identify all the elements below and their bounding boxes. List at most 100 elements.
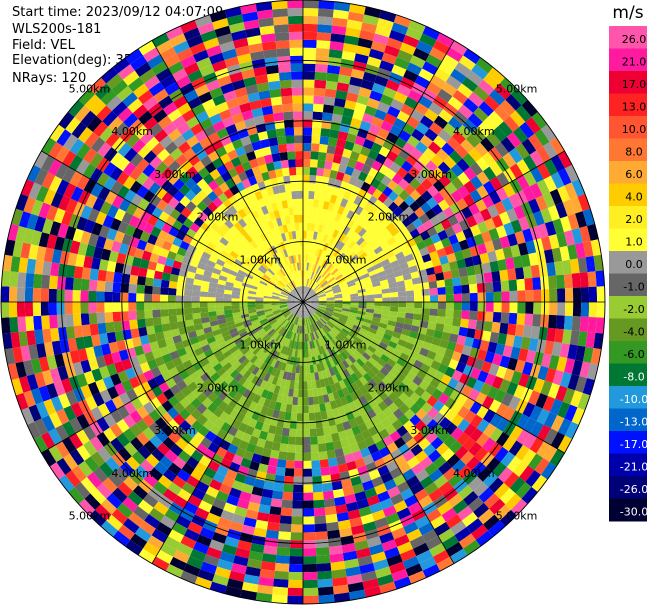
velocity-bin (337, 205, 346, 215)
velocity-bin (345, 276, 354, 283)
velocity-bin (457, 124, 472, 140)
velocity-bin (350, 117, 362, 129)
velocity-bin (410, 109, 425, 123)
velocity-bin (415, 195, 427, 207)
velocity-bin (580, 302, 590, 317)
velocity-bin (496, 172, 510, 187)
velocity-bin (399, 333, 409, 342)
velocity-bin (506, 131, 522, 148)
velocity-bin (382, 333, 393, 341)
velocity-bin (331, 314, 340, 321)
velocity-bin (519, 465, 535, 483)
velocity-bin (303, 206, 308, 215)
velocity-bin (458, 104, 474, 119)
velocity-bin (310, 300, 319, 302)
velocity-bin (463, 98, 479, 114)
velocity-bin (325, 209, 333, 219)
velocity-bin (357, 128, 369, 139)
velocity-bin (356, 333, 365, 341)
velocity-bin (331, 256, 339, 265)
velocity-bin (442, 54, 459, 69)
velocity-bin (515, 482, 532, 499)
velocity-bin (479, 340, 490, 352)
velocity-bin (442, 324, 453, 334)
velocity-bin (367, 238, 378, 247)
velocity-bin (342, 306, 351, 310)
velocity-bin (373, 245, 383, 255)
velocity-bin (362, 191, 373, 203)
velocity-bin (514, 230, 526, 245)
velocity-bin (473, 85, 490, 102)
velocity-bin (429, 343, 440, 354)
velocity-bin (468, 283, 478, 294)
velocity-bin (416, 240, 427, 251)
velocity-bin (342, 304, 351, 307)
velocity-bin (358, 344, 368, 353)
velocity-bin (437, 287, 446, 295)
velocity-bin (377, 213, 388, 224)
velocity-bin (458, 373, 470, 385)
velocity-bin (344, 99, 357, 111)
velocity-bin (449, 150, 463, 164)
velocity-bin (376, 182, 388, 193)
velocity-bin (318, 297, 327, 300)
velocity-bin (318, 299, 327, 302)
velocity-bin (386, 324, 396, 332)
velocity-bin (309, 291, 316, 298)
velocity-bin (325, 308, 334, 312)
velocity-bin (540, 314, 550, 328)
velocity-bin (433, 135, 447, 149)
velocity-bin (381, 217, 392, 228)
velocity-bin (494, 105, 510, 122)
velocity-bin (332, 229, 340, 239)
velocity-bin (377, 192, 389, 204)
velocity-bin (451, 369, 463, 382)
velocity-bin (347, 251, 357, 260)
velocity-bin (468, 92, 484, 108)
velocity-bin (325, 323, 333, 331)
velocity-bin (396, 110, 411, 124)
velocity-bin (391, 22, 409, 35)
velocity-bin (394, 57, 410, 70)
velocity-bin (312, 103, 324, 113)
velocity-bin (342, 294, 351, 298)
velocity-bin (450, 268, 460, 279)
velocity-bin (317, 292, 326, 297)
velocity-bin (378, 341, 388, 350)
velocity-bin (362, 138, 375, 150)
velocity-bin (451, 242, 462, 253)
velocity-bin (429, 250, 440, 261)
velocity-bin (303, 151, 311, 160)
velocity-bin (358, 266, 367, 274)
velocity-bin (587, 316, 597, 333)
velocity-bin (423, 356, 434, 367)
velocity-bin (404, 96, 419, 110)
velocity-bin (352, 110, 365, 121)
velocity-bin (347, 158, 358, 169)
velocity-bin (303, 135, 312, 144)
velocity-bin (354, 205, 364, 216)
velocity-bin (317, 16, 333, 26)
velocity-bin (356, 237, 365, 246)
velocity-bin (372, 285, 382, 291)
velocity-bin (406, 259, 417, 268)
velocity-bin (438, 174, 452, 187)
colorbar-swatches: 26.021.017.013.010.08.06.04.02.01.00.0-1… (609, 26, 647, 522)
velocity-bin (494, 343, 506, 356)
velocity-bin (473, 358, 485, 371)
velocity-bin (499, 269, 509, 282)
velocity-bin (342, 271, 352, 279)
velocity-bin (476, 418, 490, 433)
velocity-bin (319, 232, 326, 242)
velocity-bin (442, 385, 455, 398)
velocity-bin (533, 210, 545, 226)
velocity-bin (465, 215, 478, 228)
velocity-bin (336, 138, 347, 149)
velocity-bin (563, 315, 573, 331)
velocity-bin (362, 352, 371, 361)
velocity-bin (364, 156, 376, 168)
velocity-bin (310, 304, 318, 309)
velocity-bin (517, 302, 526, 314)
velocity-bin (455, 230, 467, 243)
velocity-bin (407, 381, 419, 393)
